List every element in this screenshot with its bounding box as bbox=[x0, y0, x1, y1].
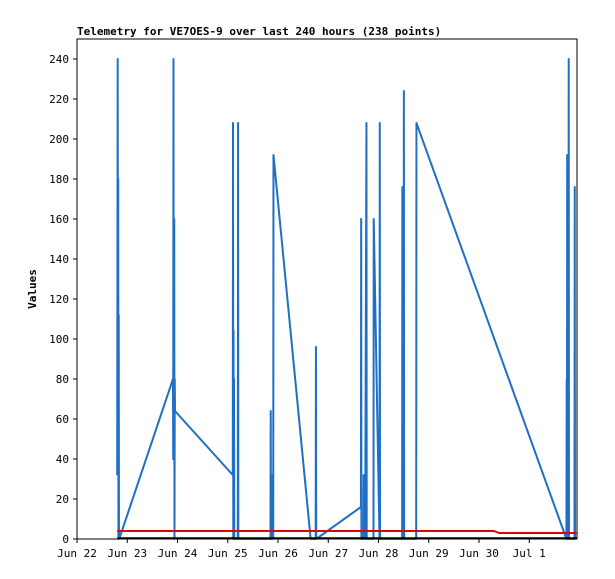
x-tick-label: Jun 29 bbox=[409, 547, 449, 560]
x-tick-label: Jun 27 bbox=[308, 547, 348, 560]
y-tick-label: 200 bbox=[49, 133, 69, 146]
chart-title: Telemetry for VE7OES-9 over last 240 hou… bbox=[77, 25, 441, 38]
x-tick-label: Jun 30 bbox=[459, 547, 499, 560]
series-line-0 bbox=[116, 58, 576, 540]
y-tick-label: 20 bbox=[56, 493, 69, 506]
x-axis: Jun 22 Jun 23 Jun 24 Jun 25 Jun 26 Jun 27 Jun … bbox=[57, 539, 546, 560]
x-tick-label: Jun 23 bbox=[107, 547, 147, 560]
x-tick-label: Jun 24 bbox=[158, 547, 198, 560]
y-tick-label: 0 bbox=[62, 533, 69, 546]
y-tick-label: 100 bbox=[49, 333, 69, 346]
plot-frame bbox=[76, 38, 578, 540]
x-tick-label: Jun 26 bbox=[258, 547, 298, 560]
x-tick-label: Jul 1 bbox=[513, 547, 546, 560]
y-axis: 0 20 40 60 80 100 120 140 160 180 200 220 240 bbox=[49, 53, 77, 546]
y-axis-label: Values bbox=[26, 269, 39, 309]
y-tick-label: 180 bbox=[49, 173, 69, 186]
y-tick-label: 140 bbox=[49, 253, 69, 266]
y-tick-label: 220 bbox=[49, 93, 69, 106]
y-tick-label: 80 bbox=[56, 373, 69, 386]
y-tick-label: 40 bbox=[56, 453, 69, 466]
x-tick-label: Jun 25 bbox=[208, 547, 248, 560]
y-tick-label: 60 bbox=[56, 413, 69, 426]
y-tick-label: 120 bbox=[49, 293, 69, 306]
plot-area bbox=[76, 38, 578, 540]
x-tick-label: Jun 28 bbox=[359, 547, 399, 560]
series-line-1 bbox=[117, 530, 577, 534]
y-tick-label: 240 bbox=[49, 53, 69, 66]
x-tick-label: Jun 22 bbox=[57, 547, 97, 560]
y-tick-label: 160 bbox=[49, 213, 69, 226]
